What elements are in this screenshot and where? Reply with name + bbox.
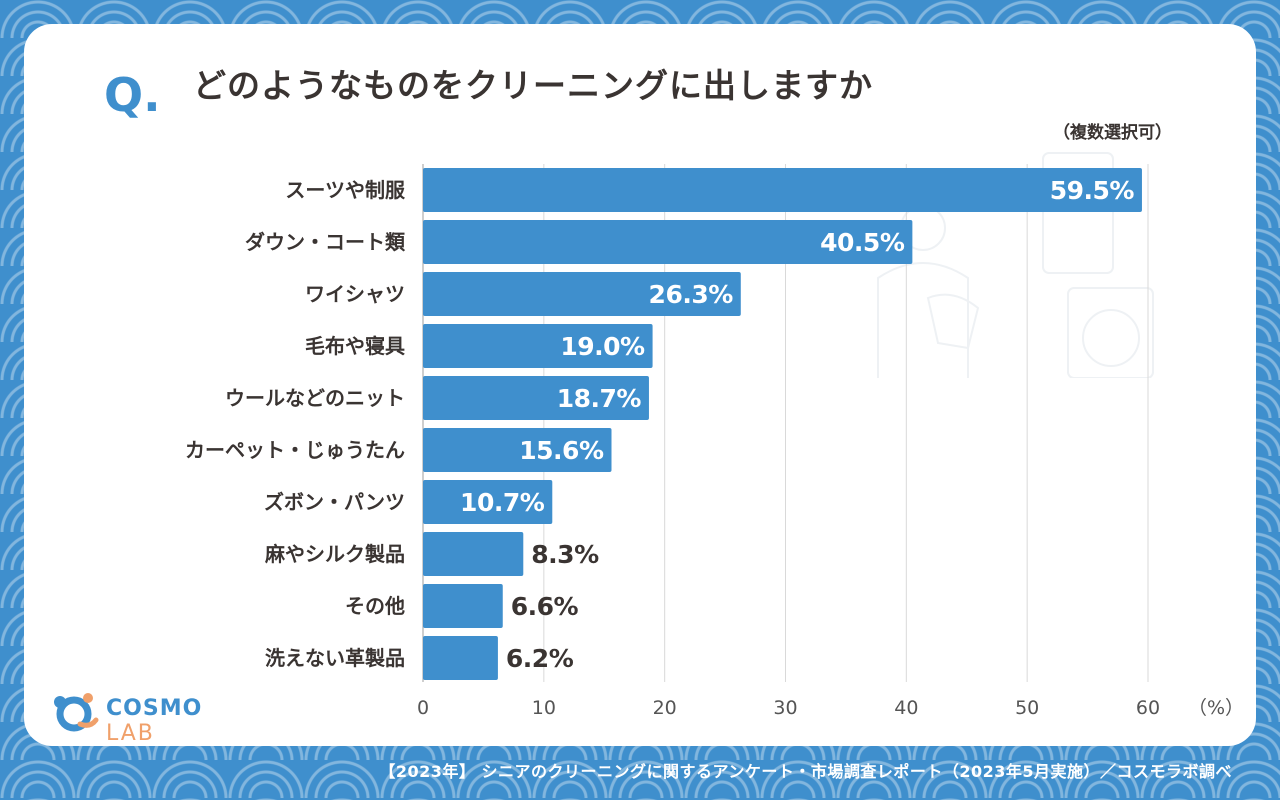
category-label: ズボン・パンツ — [264, 490, 405, 514]
data-label: 59.5% — [1050, 176, 1135, 205]
category-label: その他 — [345, 594, 405, 618]
category-label: ワイシャツ — [305, 282, 405, 306]
category-label: ウールなどのニット — [225, 386, 405, 410]
bar — [423, 272, 741, 316]
x-unit-label: （%） — [1188, 697, 1244, 719]
x-tick-label: 60 — [1136, 697, 1160, 719]
category-label: 麻やシルク製品 — [264, 542, 405, 566]
data-label: 8.3% — [531, 540, 599, 569]
bar — [423, 168, 1142, 212]
data-label: 6.2% — [506, 644, 574, 673]
bar — [423, 324, 653, 368]
bar — [423, 428, 612, 472]
category-label: ダウン・コート類 — [245, 230, 406, 254]
chart-title: どのようなものをクリーニングに出しますか — [193, 66, 873, 105]
bar — [423, 584, 503, 628]
category-label: カーペット・じゅうたん — [185, 438, 405, 462]
bar — [423, 220, 913, 264]
x-tick-label: 40 — [894, 697, 918, 719]
category-label: スーツや制服 — [285, 178, 406, 202]
data-label: 15.6% — [519, 436, 604, 465]
bar — [423, 480, 553, 524]
category-label: 洗えない革製品 — [265, 646, 405, 670]
bar — [423, 532, 524, 576]
bar — [423, 376, 649, 420]
x-tick-label: 20 — [653, 697, 677, 719]
x-tick-label: 0 — [417, 697, 429, 719]
logo-suffix: LAB — [106, 721, 155, 746]
cosmo-lab-logo: COSMO LAB — [50, 688, 250, 746]
chart-subtitle: （複数選択可） — [1053, 123, 1172, 143]
source-footer: 【2023年】 シニアのクリーニングに関するアンケート・市場調査レポート（202… — [379, 762, 1232, 781]
data-label: 6.6% — [511, 592, 579, 621]
data-label: 18.7% — [557, 384, 642, 413]
data-label: 26.3% — [649, 280, 734, 309]
logo-name: COSMO — [106, 696, 203, 721]
x-tick-label: 10 — [532, 697, 556, 719]
data-label: 19.0% — [560, 332, 645, 361]
logo-icon — [54, 693, 99, 732]
x-tick-label: 30 — [773, 697, 797, 719]
data-label: 10.7% — [460, 488, 545, 517]
data-label: 40.5% — [820, 228, 905, 257]
question-mark: Q. — [104, 68, 161, 122]
x-tick-label: 50 — [1015, 697, 1039, 719]
category-label: 毛布や寝具 — [305, 334, 405, 358]
bar — [423, 636, 498, 680]
